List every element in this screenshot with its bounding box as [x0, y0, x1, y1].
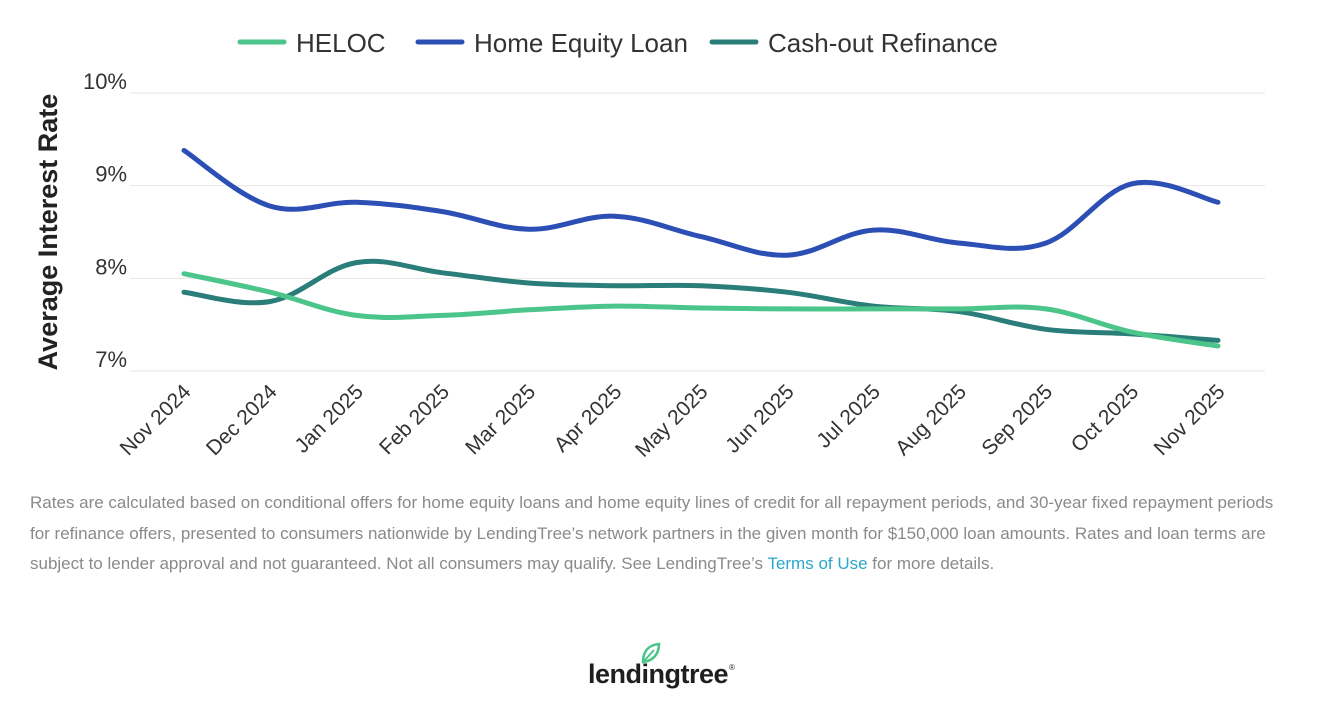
x-tick-label: Nov 2024: [116, 380, 196, 460]
x-axis-ticks: Nov 2024 Dec 2024 Jan 2025 Feb 2025 Mar 2025…: [116, 380, 1230, 462]
x-tick-label: Sep 2025: [977, 380, 1057, 460]
x-tick-label: Aug 2025: [891, 380, 971, 460]
series-line-home-equity-loan: [181, 147, 1221, 258]
y-tick-label: 7%: [95, 347, 127, 372]
y-axis-label: Average Interest Rate: [33, 94, 63, 371]
lendingtree-logo[interactable]: lendingtree ®: [588, 642, 735, 689]
y-tick-label: 8%: [95, 254, 127, 279]
legend-label: HELOC: [296, 28, 386, 58]
logo-trademark: ®: [729, 663, 735, 672]
x-tick-label: Nov 2025: [1150, 380, 1230, 460]
y-tick-label: 9%: [95, 162, 127, 187]
series-lines: [181, 147, 1221, 349]
legend-label: Cash-out Refinance: [768, 28, 998, 58]
x-tick-label: Jul 2025: [812, 380, 884, 452]
x-tick-label: Apr 2025: [550, 380, 627, 457]
x-tick-label: Mar 2025: [461, 380, 540, 459]
terms-of-use-link[interactable]: Terms of Use: [767, 554, 868, 573]
footnote-text: Rates are calculated based on conditiona…: [30, 493, 1274, 573]
x-tick-label: Dec 2024: [202, 380, 282, 460]
logo-text: lendingtree: [588, 659, 729, 689]
footnote-text-end: for more details.: [867, 554, 995, 573]
legend-label: Home Equity Loan: [474, 28, 688, 58]
grid-lines: [130, 92, 1265, 372]
line-chart: 7% 8% 9% 10% Average Interest Rate Nov 2024…: [33, 28, 1265, 462]
x-tick-label: Jan 2025: [290, 380, 367, 457]
y-axis-ticks: 7% 8% 9% 10%: [83, 69, 127, 372]
series-line-cash-out-refinance: [181, 258, 1221, 343]
x-tick-label: Feb 2025: [375, 380, 454, 459]
series-line-heloc: [181, 271, 1221, 349]
x-tick-label: May 2025: [631, 380, 712, 461]
footnote: Rates are calculated based on conditiona…: [30, 488, 1280, 580]
legend: HELOC Home Equity Loan Cash-out Refinance: [237, 28, 998, 58]
x-tick-label: Oct 2025: [1067, 380, 1144, 457]
x-tick-label: Jun 2025: [721, 380, 798, 457]
leaf-icon: [641, 642, 661, 664]
y-tick-label: 10%: [83, 69, 127, 94]
